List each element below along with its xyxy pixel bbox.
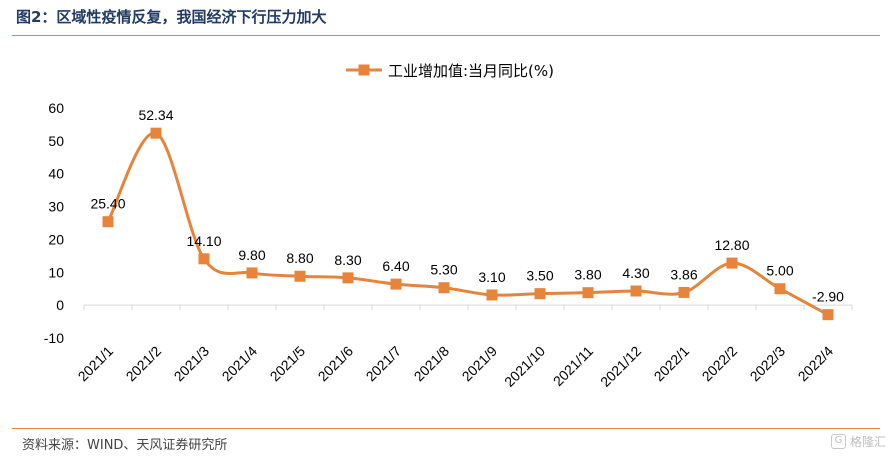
data-label: 3.86 xyxy=(670,266,697,282)
x-tick-label: 2021/1 xyxy=(75,343,117,385)
data-label: 52.34 xyxy=(138,107,173,123)
data-point-marker xyxy=(390,278,402,290)
data-point-marker xyxy=(486,289,498,301)
x-tick-label: 2021/4 xyxy=(219,343,261,385)
x-tick-label: 2022/3 xyxy=(747,343,789,385)
watermark: G 格隆汇 xyxy=(830,433,886,450)
data-label: 3.10 xyxy=(478,269,505,285)
data-point-marker xyxy=(294,270,306,282)
data-label: 5.00 xyxy=(766,263,793,279)
x-tick-label: 2021/8 xyxy=(411,343,453,385)
data-label: 25.40 xyxy=(90,196,125,212)
y-tick-label: 20 xyxy=(48,231,64,247)
source-divider xyxy=(12,428,880,429)
y-axis: -10 0 10 20 30 40 50 60 xyxy=(44,100,64,346)
data-point-marker xyxy=(438,282,450,294)
x-tick-label: 2021/6 xyxy=(315,343,357,385)
x-tick-label: 2021/10 xyxy=(501,343,548,390)
x-tick-label: 2021/12 xyxy=(597,343,644,390)
y-tick-label: 50 xyxy=(48,133,64,149)
x-tick-label: 2021/2 xyxy=(123,343,165,385)
data-point-marker xyxy=(198,253,210,265)
figure-title: 图2：区域性疫情反复，我国经济下行压力加大 xyxy=(16,8,327,26)
data-point-marker xyxy=(630,285,642,297)
legend-label: 工业增加值:当月同比(%) xyxy=(388,62,554,80)
x-tick-label: 2022/4 xyxy=(795,343,837,385)
data-label: 3.80 xyxy=(574,267,601,283)
data-label: 5.30 xyxy=(430,262,457,278)
data-label: 4.30 xyxy=(622,265,649,281)
x-tick-label: 2021/5 xyxy=(267,343,309,385)
data-label: 8.80 xyxy=(286,250,313,266)
y-tick-label: 40 xyxy=(48,166,64,182)
x-tick-label: 2021/7 xyxy=(363,343,405,385)
data-label: 9.80 xyxy=(238,247,265,263)
brand-logo-icon: G xyxy=(830,434,846,449)
series-line xyxy=(106,131,829,316)
data-point-marker xyxy=(582,287,594,299)
y-tick-label: 60 xyxy=(48,100,64,116)
data-label: -2.90 xyxy=(812,289,844,305)
y-tick-label: 10 xyxy=(48,264,64,280)
data-point-marker xyxy=(102,216,114,228)
chart-legend: 工业增加值:当月同比(%) xyxy=(346,62,554,80)
plot-area: 25.40 52.34 14.10 9.80 8.80 8.30 6.40 5.30 3.10 3… xyxy=(90,107,844,321)
data-point-marker xyxy=(822,309,834,321)
data-label: 12.80 xyxy=(714,237,749,253)
y-tick-label: 0 xyxy=(56,297,64,313)
data-label: 14.10 xyxy=(186,233,221,249)
data-point-marker xyxy=(774,283,786,295)
x-tick-label: 2022/2 xyxy=(699,343,741,385)
data-point-marker xyxy=(726,257,738,269)
watermark-text: 格隆汇 xyxy=(849,435,886,449)
data-label: 3.50 xyxy=(526,268,553,284)
y-tick-label: -10 xyxy=(44,330,64,346)
data-label: 8.30 xyxy=(334,252,361,268)
x-axis: 2021/1 2021/2 2021/3 2021/4 2021/5 2021/6 2021… xyxy=(75,304,853,390)
source-note: 资料来源：WIND、天风证券研究所 xyxy=(22,438,228,453)
data-point-marker xyxy=(342,272,354,284)
data-point-marker xyxy=(534,288,546,300)
x-tick-label: 2021/9 xyxy=(459,343,501,385)
x-tick-label: 2022/1 xyxy=(651,343,693,385)
data-point-marker xyxy=(246,267,258,279)
x-tick-label: 2021/3 xyxy=(171,343,213,385)
x-tick-label: 2021/11 xyxy=(550,343,597,390)
data-label: 6.40 xyxy=(382,258,409,274)
legend-marker xyxy=(358,64,370,76)
data-point-marker xyxy=(150,127,162,139)
title-divider xyxy=(12,35,880,36)
data-point-marker xyxy=(678,286,690,298)
y-tick-label: 30 xyxy=(48,199,64,215)
